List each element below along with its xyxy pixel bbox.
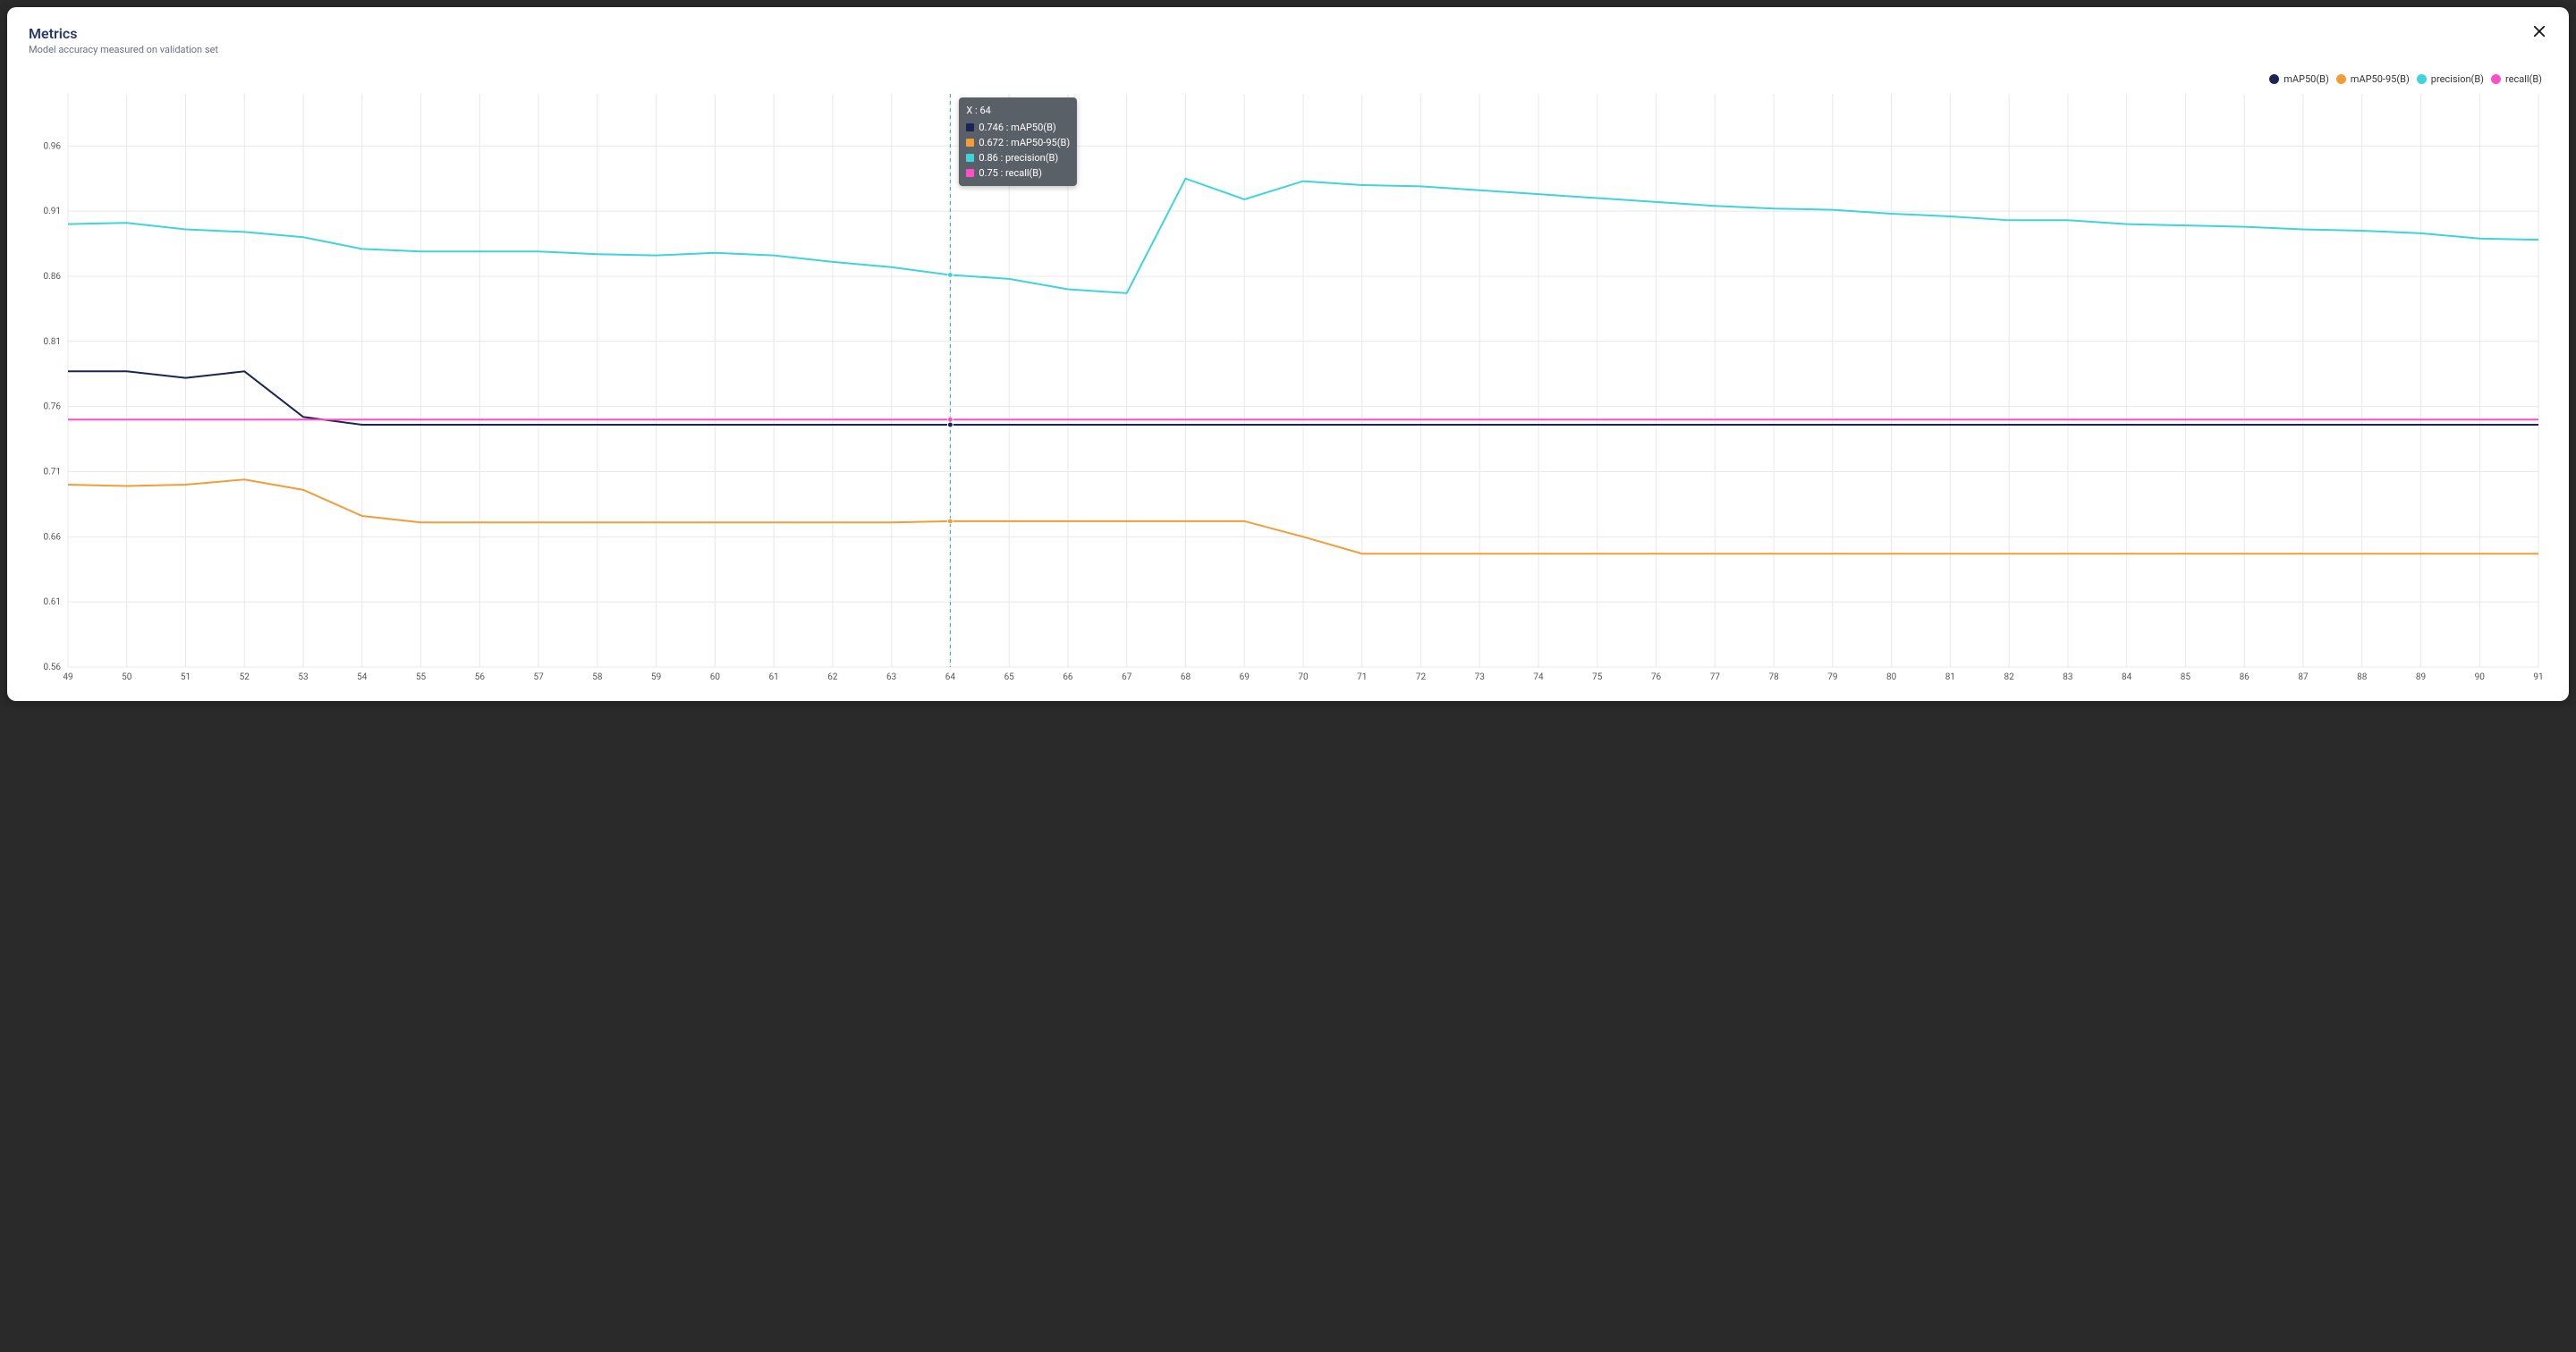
- legend-label: mAP50(B): [2284, 73, 2329, 85]
- legend: mAP50(B) mAP50-95(B) precision(B) recall(B): [29, 73, 2542, 85]
- legend-label: recall(B): [2505, 73, 2542, 85]
- svg-text:88: 88: [2357, 672, 2368, 682]
- svg-text:87: 87: [2298, 672, 2309, 682]
- legend-swatch: [2491, 74, 2501, 84]
- line-chart[interactable]: 49 50 51 52 53 54 55 56 57 58 59 60 61 62 63 64 65 66 67 68…: [29, 90, 2547, 687]
- svg-text:80: 80: [1886, 672, 1897, 682]
- svg-text:57: 57: [533, 672, 544, 682]
- tooltip-swatch: [966, 154, 974, 162]
- legend-label: precision(B): [2431, 73, 2484, 85]
- svg-text:89: 89: [2416, 672, 2426, 682]
- svg-text:59: 59: [651, 672, 661, 682]
- svg-text:67: 67: [1122, 672, 1132, 682]
- tooltip-text: 0.672 : mAP50-95(B): [979, 135, 1070, 150]
- svg-text:54: 54: [357, 672, 368, 682]
- legend-label: mAP50-95(B): [2351, 73, 2410, 85]
- tooltip-row: 0.86 : precision(B): [966, 150, 1070, 165]
- legend-swatch: [2417, 74, 2427, 84]
- panel-title: Metrics: [29, 25, 2547, 42]
- svg-text:49: 49: [63, 672, 72, 682]
- svg-text:52: 52: [240, 672, 250, 682]
- hover-marker: [947, 417, 953, 422]
- chart-area[interactable]: 49 50 51 52 53 54 55 56 57 58 59 60 61 62 63 64 65 66 67 68…: [29, 90, 2547, 687]
- hover-marker: [947, 422, 953, 427]
- svg-text:0.66: 0.66: [44, 532, 62, 542]
- tooltip-text: 0.75 : recall(B): [979, 165, 1042, 181]
- svg-text:0.81: 0.81: [44, 337, 62, 347]
- panel-header: Metrics Model accuracy measured on valid…: [29, 25, 2547, 55]
- tooltip-row: 0.672 : mAP50-95(B): [966, 135, 1070, 150]
- svg-text:85: 85: [2181, 672, 2191, 682]
- svg-text:58: 58: [592, 672, 603, 682]
- legend-item[interactable]: mAP50(B): [2269, 73, 2329, 85]
- svg-text:0.76: 0.76: [44, 402, 62, 412]
- svg-text:51: 51: [181, 672, 191, 682]
- legend-item[interactable]: mAP50-95(B): [2336, 73, 2410, 85]
- svg-text:73: 73: [1475, 672, 1485, 682]
- svg-text:79: 79: [1827, 672, 1837, 682]
- tooltip-text: 0.746 : mAP50(B): [979, 120, 1055, 135]
- tooltip-row: 0.75 : recall(B): [966, 165, 1070, 181]
- svg-text:0.56: 0.56: [44, 663, 62, 672]
- legend-swatch: [2269, 74, 2279, 84]
- svg-text:70: 70: [1298, 672, 1309, 682]
- svg-text:0.86: 0.86: [44, 272, 62, 282]
- hover-tooltip: X : 64 0.746 : mAP50(B)0.672 : mAP50-95(…: [959, 97, 1077, 186]
- svg-text:50: 50: [122, 672, 132, 682]
- tooltip-text: 0.86 : precision(B): [979, 150, 1058, 165]
- svg-text:56: 56: [475, 672, 486, 682]
- legend-item[interactable]: precision(B): [2417, 73, 2484, 85]
- close-button[interactable]: [2531, 23, 2547, 43]
- svg-text:63: 63: [886, 672, 896, 682]
- svg-text:86: 86: [2240, 672, 2250, 682]
- metrics-panel: Metrics Model accuracy measured on valid…: [7, 7, 2569, 701]
- panel-subtitle: Model accuracy measured on validation se…: [29, 44, 2547, 55]
- svg-text:71: 71: [1357, 672, 1367, 682]
- svg-text:53: 53: [298, 672, 308, 682]
- svg-text:62: 62: [827, 672, 838, 682]
- svg-text:69: 69: [1240, 672, 1250, 682]
- svg-text:84: 84: [2122, 672, 2132, 682]
- svg-text:0.91: 0.91: [44, 207, 62, 216]
- svg-text:81: 81: [1945, 672, 1955, 682]
- svg-text:91: 91: [2533, 672, 2543, 682]
- svg-text:72: 72: [1416, 672, 1427, 682]
- svg-text:65: 65: [1004, 672, 1015, 682]
- svg-text:90: 90: [2475, 672, 2486, 682]
- tooltip-swatch: [966, 139, 974, 147]
- svg-text:75: 75: [1592, 672, 1603, 682]
- tooltip-swatch: [966, 123, 974, 131]
- svg-text:55: 55: [416, 672, 427, 682]
- svg-text:76: 76: [1651, 672, 1662, 682]
- svg-text:78: 78: [1768, 672, 1779, 682]
- legend-swatch: [2336, 74, 2346, 84]
- svg-text:83: 83: [2063, 672, 2072, 682]
- svg-text:82: 82: [2004, 672, 2015, 682]
- tooltip-swatch: [966, 169, 974, 177]
- svg-text:60: 60: [710, 672, 721, 682]
- tooltip-row: 0.746 : mAP50(B): [966, 120, 1070, 135]
- svg-text:77: 77: [1710, 672, 1721, 682]
- legend-item[interactable]: recall(B): [2491, 73, 2542, 85]
- svg-text:0.96: 0.96: [44, 141, 62, 151]
- svg-text:0.71: 0.71: [44, 467, 62, 477]
- close-icon: [2531, 26, 2547, 43]
- svg-text:74: 74: [1533, 672, 1544, 682]
- svg-text:68: 68: [1181, 672, 1191, 682]
- svg-text:0.61: 0.61: [44, 597, 62, 607]
- svg-text:64: 64: [945, 672, 956, 682]
- tooltip-header: X : 64: [966, 103, 1070, 118]
- svg-text:66: 66: [1063, 672, 1073, 682]
- svg-text:61: 61: [769, 672, 779, 682]
- hover-marker: [947, 272, 953, 277]
- hover-marker: [947, 519, 953, 524]
